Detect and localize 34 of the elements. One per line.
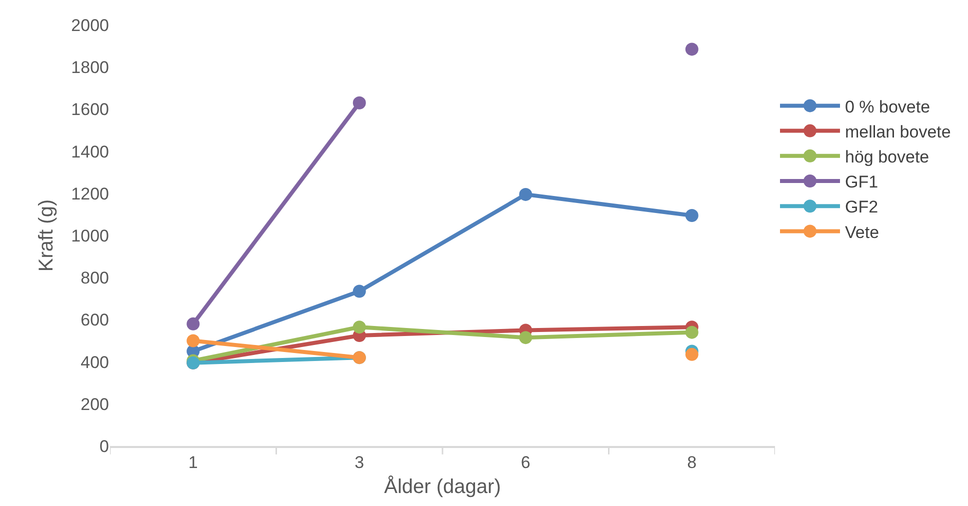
legend-label: 0 % bovete: [845, 97, 930, 116]
x-tick-label: 8: [687, 453, 697, 472]
y-tick-label: 600: [80, 310, 109, 330]
y-tick-label: 400: [80, 352, 109, 372]
point: [519, 331, 532, 344]
legend-label: hög bovete: [845, 148, 930, 167]
y-tick-label: 800: [80, 268, 109, 288]
y-tick-label: 200: [80, 394, 109, 414]
point: [685, 42, 698, 56]
point: [685, 209, 698, 222]
point: [519, 188, 532, 201]
y-tick-label: 1000: [71, 226, 109, 246]
x-tick-label: 6: [520, 453, 530, 472]
y-axis-title: Kraft (g): [36, 199, 58, 272]
y-tick-label: 1400: [71, 142, 109, 162]
x-tick-label: 3: [354, 453, 364, 472]
legend-label: mellan bovete: [845, 122, 951, 142]
x-axis-title: Ålder (dagar): [384, 475, 501, 498]
y-tick-label: 2000: [71, 16, 109, 35]
legend-label: Vete: [845, 222, 880, 242]
legend-label: GF2: [845, 198, 878, 217]
point: [352, 320, 366, 334]
y-tick-label: 0: [100, 436, 109, 456]
y-tick-label: 1600: [71, 100, 109, 120]
y-tick-label: 1200: [71, 184, 109, 204]
point: [685, 326, 698, 339]
point: [685, 348, 698, 361]
x-tick-label: 1: [188, 453, 198, 472]
point: [352, 96, 366, 110]
point: [186, 317, 200, 330]
point: [352, 284, 366, 298]
point: [186, 334, 200, 348]
y-tick-label: 1800: [71, 58, 109, 78]
legend-label: GF1: [845, 172, 878, 192]
